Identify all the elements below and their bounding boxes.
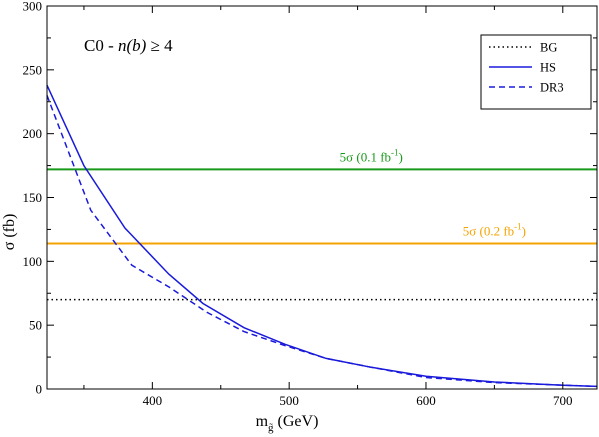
y-tick-label: 300 bbox=[23, 0, 43, 14]
x-tick-label: 400 bbox=[143, 393, 163, 408]
legend-label-hs: HS bbox=[540, 61, 556, 75]
x-label-unit: (GeV) bbox=[274, 413, 319, 430]
legend-label-dr3: DR3 bbox=[540, 81, 564, 95]
legend-box bbox=[480, 34, 592, 110]
title-italic: n(b) bbox=[118, 36, 147, 55]
x-tick-label: 600 bbox=[416, 393, 436, 408]
x-tick-label: 700 bbox=[553, 393, 573, 408]
hline-labels: 5σ (0.1 fb-1)5σ (0.2 fb-1) bbox=[340, 147, 526, 238]
axis-ticks: 400 500 600 700 0 50 100 150 200 250 300 bbox=[23, 0, 597, 408]
y-tick-label: 50 bbox=[29, 318, 42, 333]
title-prefix: C0 - bbox=[84, 36, 118, 55]
series-line-hs bbox=[46, 84, 598, 388]
legend-label-bg: BG bbox=[540, 41, 557, 55]
hline-label-main: 5σ (0.1 fb bbox=[340, 149, 391, 164]
hline-label-main: 5σ (0.2 fb bbox=[463, 223, 514, 238]
legend: BG HS DR3 bbox=[480, 34, 592, 110]
title-suffix: ≥ 4 bbox=[146, 36, 173, 55]
x-label-main: m bbox=[256, 413, 269, 430]
x-axis-label: mg̃ (GeV) bbox=[256, 413, 319, 434]
hline-label-2: 5σ (0.2 fb-1) bbox=[463, 221, 526, 238]
chart-title: C0 - n(b) ≥ 4 bbox=[84, 36, 173, 55]
hline-label-1: 5σ (0.1 fb-1) bbox=[340, 147, 403, 164]
y-tick-label: 250 bbox=[23, 62, 43, 77]
hline-label-sup: -1 bbox=[514, 221, 522, 231]
hline-label-sup: -1 bbox=[391, 147, 399, 157]
y-tick-label: 100 bbox=[23, 254, 43, 269]
y-tick-label: 0 bbox=[36, 382, 43, 397]
y-axis-label: σ (fb) bbox=[1, 214, 18, 251]
hline-label-close: ) bbox=[522, 223, 526, 238]
y-tick-label: 150 bbox=[23, 190, 43, 205]
series-line-dr3 bbox=[46, 95, 598, 388]
y-tick-label: 200 bbox=[23, 126, 43, 141]
x-tick-label: 500 bbox=[279, 393, 299, 408]
plot-lines bbox=[46, 84, 598, 388]
x-label-sub: g̃ bbox=[268, 422, 274, 434]
hline-label-close: ) bbox=[399, 149, 403, 164]
